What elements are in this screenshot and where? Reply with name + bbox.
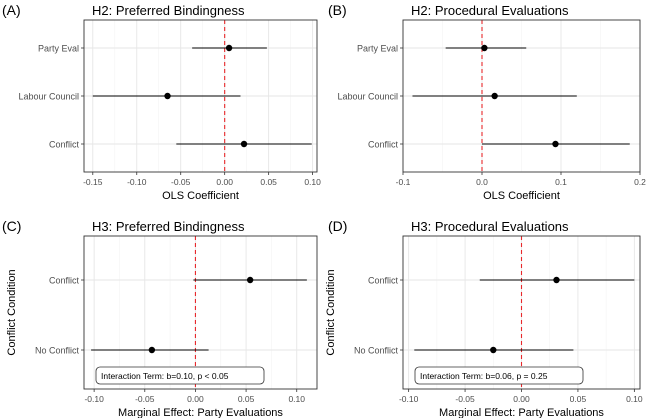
point-estimate [490, 346, 497, 354]
panel-label: (A) [2, 2, 21, 18]
y-tick-label: No Conflict [35, 346, 80, 356]
panel-4: (D) H3: Procedural Evaluations Conflict No … [325, 218, 643, 418]
point-estimate [552, 140, 559, 148]
x-tick-label: -0.10 [84, 394, 104, 404]
point-estimate [225, 44, 233, 52]
x-tick-label: 0.00 [187, 394, 204, 404]
x-tick-label: -0.10 [399, 394, 419, 404]
x-tick-label: -0.05 [171, 177, 191, 187]
y-tick-label: Conflict [49, 140, 80, 150]
y-tick-label: Party Eval [38, 44, 79, 54]
x-tick-label: -0.10 [127, 177, 147, 187]
panel-label: (B) [328, 2, 347, 18]
x-tick-label: 0.10 [304, 177, 321, 187]
y-tick-label: Conflict [368, 276, 399, 286]
y-tick-label: No Conflict [354, 346, 399, 356]
x-tick-label: -0.15 [83, 177, 103, 187]
annotation-text: Interaction Term: b=0.10, p < 0.05 [101, 371, 229, 381]
x-axis-label: Marginal Effect: Party Evaluations [439, 407, 604, 418]
annotation-box [95, 366, 265, 385]
panel-title: H3: Preferred Bindingness [92, 219, 245, 234]
y-tick-label: Labour Council [337, 92, 398, 102]
x-tick-label: 0.05 [238, 394, 255, 404]
x-tick-label: 0.10 [626, 394, 643, 404]
point-estimate [491, 92, 498, 100]
x-axis-label: OLS Coefficient [483, 190, 560, 202]
x-tick-label: 0.00 [216, 177, 233, 187]
x-tick-label: -0.05 [455, 394, 475, 404]
y-axis-label: Conflict Condition [6, 269, 18, 355]
y-tick-label: Party Eval [357, 44, 398, 54]
panel-title: H3: Procedural Evaluations [411, 219, 569, 234]
panel-title: H2: Preferred Bindingness [92, 3, 245, 18]
point-estimate [240, 140, 248, 148]
x-tick-label: -0.1 [396, 177, 411, 187]
panel-label: (D) [328, 218, 347, 234]
x-tick-label: -0.05 [135, 394, 155, 404]
annotation-text: Interaction Term: b=0.06, p = 0.25 [420, 371, 548, 381]
point-estimate [246, 276, 254, 284]
x-tick-label: 0.0 [476, 177, 488, 187]
panel-border [83, 235, 318, 390]
y-tick-label: Labour Council [18, 92, 79, 102]
x-tick-label: 0.05 [570, 394, 587, 404]
x-axis-label: OLS Coefficient [162, 190, 239, 202]
panel-title: H2: Procedural Evaluations [411, 3, 569, 18]
y-tick-label: Conflict [49, 276, 80, 286]
x-tick-label: 0.00 [513, 394, 530, 404]
panel-background [84, 236, 317, 389]
panel-border [402, 19, 641, 173]
panel-1: (A) H2: Preferred Bindingness Party Eval La… [2, 2, 321, 202]
x-tick-label: 0.2 [634, 177, 646, 187]
panel-2: (B) H2: Procedural Evaluations Party Eval L… [328, 2, 646, 202]
annotation-box [414, 366, 584, 385]
x-tick-label: 0.05 [260, 177, 277, 187]
panel-3: (C) H3: Preferred Bindingness Conflict No C… [2, 218, 318, 418]
x-tick-label: 0.1 [555, 177, 567, 187]
x-axis-label: Marginal Effect: Party Evaluations [118, 407, 283, 418]
point-estimate [148, 346, 156, 354]
panel-border [83, 19, 318, 173]
panel-label: (C) [2, 218, 21, 234]
y-axis-label: Conflict Condition [325, 269, 337, 355]
y-tick-label: Conflict [368, 140, 399, 150]
x-tick-label: 0.10 [288, 394, 305, 404]
point-estimate [553, 276, 560, 284]
point-estimate [481, 44, 488, 52]
panel-border [402, 235, 641, 390]
point-estimate [164, 92, 171, 100]
